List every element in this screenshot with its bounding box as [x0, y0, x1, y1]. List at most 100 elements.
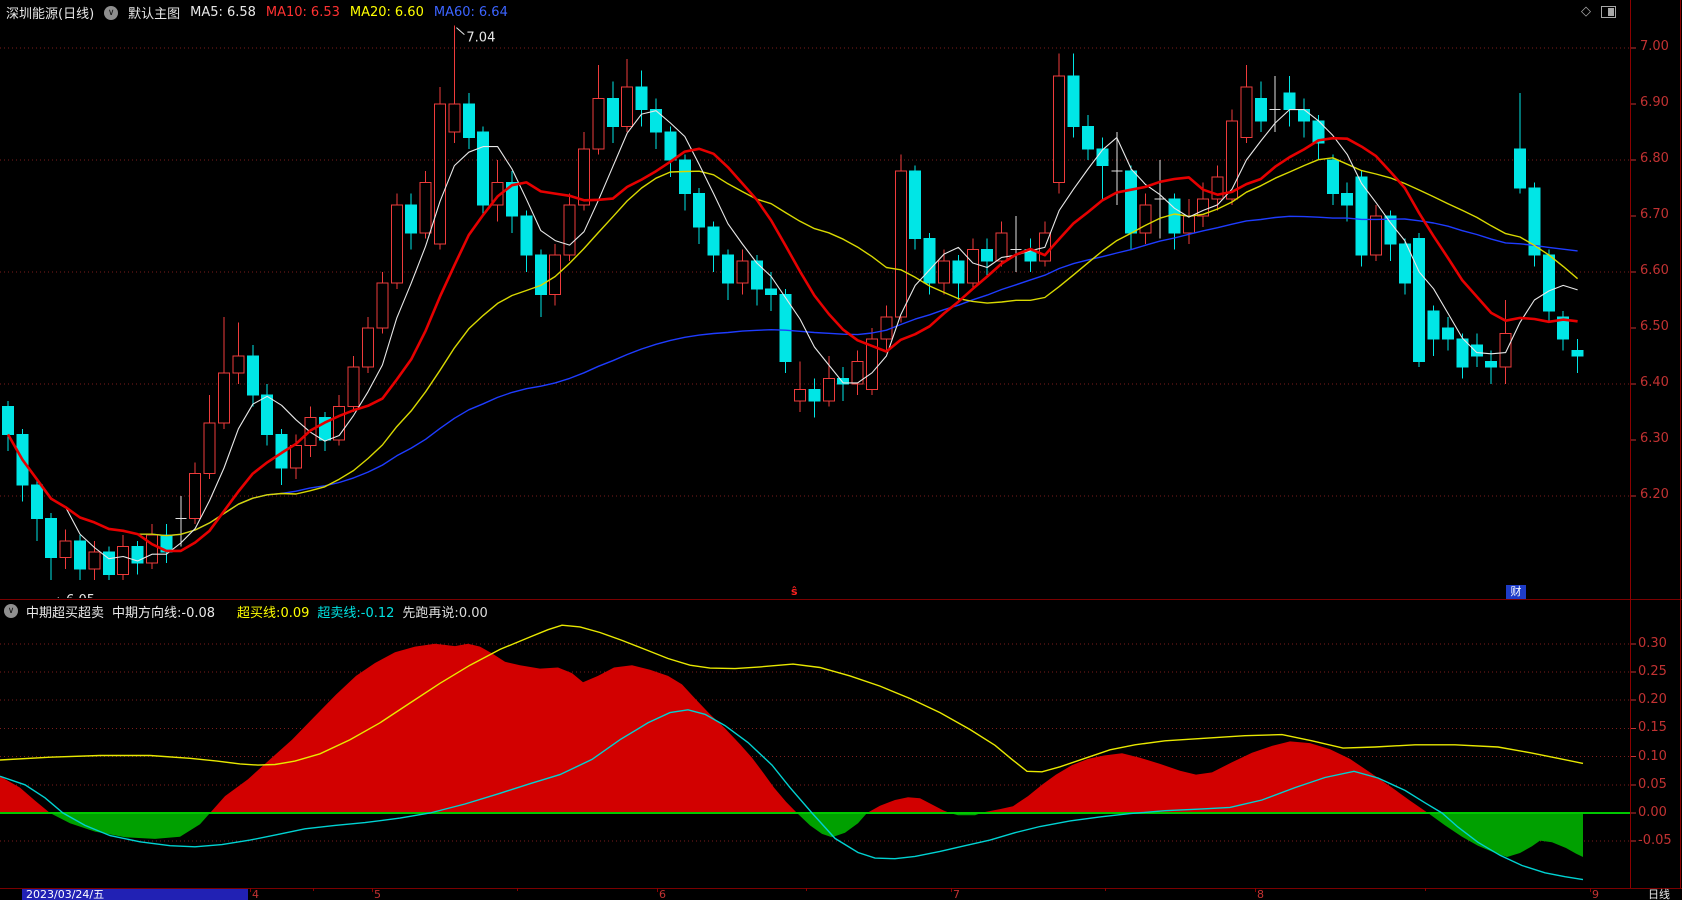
overlay-selector[interactable]: 默认主图 — [128, 7, 181, 22]
ma20-line — [7, 157, 1579, 537]
event-marker-cai[interactable]: 财 — [1506, 585, 1526, 599]
candle-down — [1413, 237, 1426, 363]
candle-up — [938, 260, 950, 284]
month-label: 9 — [1592, 888, 1599, 900]
candle-down — [664, 131, 677, 161]
price-axis-label: 6.80 — [1640, 151, 1669, 166]
price-axis-label: 6.90 — [1640, 95, 1669, 110]
candle-up — [966, 249, 979, 284]
high-annotation: 7.04 — [466, 31, 495, 46]
indicator-chart[interactable] — [0, 601, 1682, 888]
price-axis-label: 6.20 — [1640, 487, 1669, 502]
candle-up — [290, 445, 302, 469]
candle-up — [563, 204, 576, 256]
candle-down — [318, 417, 331, 441]
candle-up — [362, 327, 374, 368]
zero-line-readout: 先跑再说:0.00 — [402, 605, 488, 621]
candle-up — [1226, 120, 1238, 200]
month-label: 4 — [252, 888, 259, 900]
candle-down — [275, 433, 288, 469]
indicator-axis-label: 0.00 — [1638, 805, 1667, 820]
candle-down — [1254, 97, 1267, 122]
oversold-line — [0, 709, 1584, 881]
candle-down — [102, 551, 115, 575]
candle-up — [419, 181, 432, 234]
date-axis: 2023/03/24/五 4 5 6 7 8 9 日线 — [0, 888, 1682, 900]
main-candlestick-chart[interactable]: 7.04 ←6.05 — [0, 25, 1682, 598]
indicator-title: 中期超买超卖 — [26, 605, 105, 621]
ma10-readout: MA10: 6.53 — [265, 5, 340, 20]
candle-down — [722, 254, 734, 284]
candle-down — [1456, 338, 1469, 368]
candle-down — [45, 517, 58, 559]
indicator-axis-label: 0.10 — [1638, 748, 1667, 764]
candle-up — [390, 204, 403, 284]
candle-up — [1240, 86, 1253, 139]
ma60-line — [7, 215, 1578, 537]
candle-up — [621, 86, 634, 127]
ma10-line — [6, 136, 1578, 553]
candle-up — [1139, 204, 1152, 234]
candle-down — [750, 260, 763, 290]
candle-up — [1370, 215, 1382, 256]
diamond-icon[interactable]: ◇ — [1581, 4, 1591, 19]
candle-up — [189, 473, 202, 519]
candle-up — [333, 405, 346, 441]
selected-date: 2023/03/24/五 — [22, 889, 248, 900]
candle-up — [1197, 198, 1210, 217]
candle-down — [246, 355, 259, 396]
candle-down — [462, 103, 475, 139]
ma60-readout: MA60: 6.64 — [433, 5, 508, 20]
candle-up — [88, 551, 101, 570]
candle-down — [1298, 109, 1310, 122]
candle-up — [1499, 333, 1512, 368]
candle-up — [822, 377, 835, 402]
candle-down — [909, 170, 922, 239]
candle-down — [1355, 176, 1368, 256]
price-axis-label: 6.30 — [1640, 431, 1669, 446]
candle-up — [894, 170, 907, 318]
candle-down — [1442, 327, 1454, 340]
candle-down — [534, 254, 547, 295]
candle-up — [578, 148, 590, 206]
month-label: 6 — [659, 888, 666, 900]
month-label: 7 — [953, 888, 960, 900]
ma5-line — [7, 109, 1578, 562]
candle-up — [59, 540, 72, 559]
chevron-down-icon[interactable]: ∨ — [104, 5, 119, 20]
candle-down — [520, 215, 533, 256]
panel-divider — [0, 599, 1682, 600]
indicator-axis-label: 0.25 — [1638, 664, 1667, 679]
candle-down — [707, 226, 720, 256]
price-axis-label: 6.50 — [1640, 319, 1669, 334]
month-label: 5 — [374, 888, 381, 900]
candle-down — [635, 86, 648, 111]
indicator-axis-label: 0.05 — [1638, 776, 1667, 792]
candle-down — [1528, 187, 1541, 256]
price-axis-label: 7.00 — [1640, 39, 1669, 54]
indicator-header: ∨ 中期超买超卖 中期方向线:-0.08 超买线:0.09 超卖线:-0.12 … — [4, 602, 488, 621]
candle-down — [765, 288, 778, 295]
panel-layout-icon[interactable] — [1601, 6, 1616, 18]
candle-down — [1125, 170, 1138, 234]
candle-up — [232, 355, 245, 374]
event-marker-s[interactable]: ŝ — [791, 585, 798, 598]
candle-down — [261, 394, 274, 435]
candle-down — [1542, 254, 1555, 312]
candle-down — [1326, 159, 1339, 195]
candle-down — [952, 260, 965, 284]
month-label: 8 — [1257, 888, 1264, 900]
price-axis-label: 6.60 — [1640, 263, 1669, 278]
candle-up — [117, 545, 130, 575]
candle-down — [1067, 75, 1080, 127]
period-label[interactable]: 日线 — [1648, 888, 1670, 900]
overbought-readout: 超买线:0.09 — [237, 605, 310, 621]
candle-down — [2, 405, 14, 435]
candle-down — [405, 204, 418, 234]
candle-up — [448, 103, 461, 133]
candle-up — [1053, 75, 1066, 183]
chevron-down-icon[interactable]: ∨ — [4, 604, 18, 618]
candle-down — [506, 181, 518, 217]
direction-readout: 中期方向线:-0.08 — [112, 605, 216, 621]
